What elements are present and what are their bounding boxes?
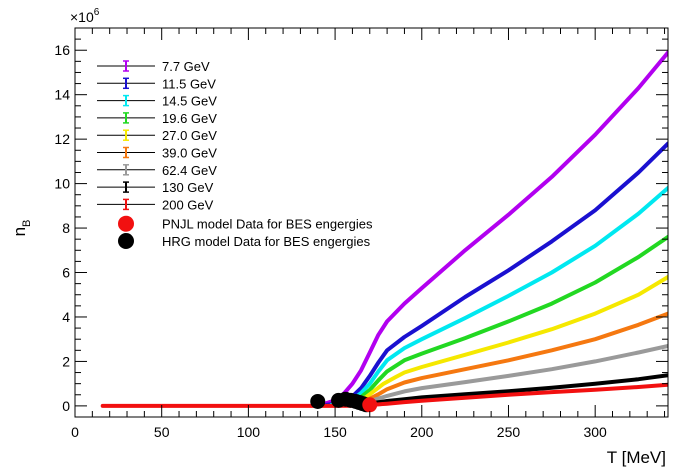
legend-marker-label-1: HRG model Data for BES engergies xyxy=(162,234,371,249)
series-line-8 xyxy=(100,382,668,408)
x-tick-label-6: 300 xyxy=(583,424,607,440)
y-axis-multiplier: ×106 xyxy=(70,7,100,25)
y-tick-label-8: 16 xyxy=(54,42,70,58)
x-tick-label-3: 150 xyxy=(323,424,347,440)
legend-marker-1 xyxy=(118,233,134,249)
x-axis-label: T [MeV] xyxy=(607,448,666,467)
legend-label-1: 11.5 GeV xyxy=(162,76,216,91)
plot-frame xyxy=(74,27,669,418)
ticks-layer: 0 50 100 150 200 250 300 0 2 4 6 8 10 12 14 16 xyxy=(54,28,668,440)
legend-label-7: 130 GeV xyxy=(162,180,214,195)
y-axis-label-subscript: B xyxy=(21,220,33,227)
y-tick-label-2: 4 xyxy=(62,309,70,325)
legend-label-2: 14.5 GeV xyxy=(162,94,217,109)
marker-0-point-0 xyxy=(362,397,378,413)
x-tick-label-1: 50 xyxy=(154,424,170,440)
legend-label-8: 200 GeV xyxy=(162,197,214,212)
y-axis-multiplier-exponent: 6 xyxy=(94,7,100,18)
x-tick-label-0: 0 xyxy=(71,424,79,440)
x-tick-label-2: 100 xyxy=(237,424,261,440)
y-tick-label-4: 8 xyxy=(62,220,70,236)
y-tick-label-5: 10 xyxy=(54,176,70,192)
legend-label-6: 62.4 GeV xyxy=(162,163,217,178)
y-tick-label-7: 14 xyxy=(54,87,70,103)
legend: 7.7 GeV 11.5 GeV 14.5 GeV 19.6 GeV 27.0 GeV 3… xyxy=(97,59,373,249)
legend-marker-0 xyxy=(118,215,134,232)
y-tick-label-1: 2 xyxy=(62,353,70,369)
y-tick-label-0: 0 xyxy=(62,398,70,414)
x-tick-label-5: 250 xyxy=(497,424,521,440)
y-axis-label-main: n xyxy=(10,227,29,236)
legend-label-4: 27.0 GeV xyxy=(162,128,217,143)
y-tick-label-3: 6 xyxy=(62,265,70,281)
y-tick-label-6: 12 xyxy=(54,131,70,147)
x-tick-label-4: 200 xyxy=(410,424,434,440)
y-axis-label: nB xyxy=(10,220,33,237)
y-axis-multiplier-base: ×10 xyxy=(70,9,94,25)
legend-label-3: 19.6 GeV xyxy=(162,111,217,126)
marker-layer xyxy=(310,391,378,413)
plot-area xyxy=(100,50,668,413)
legend-label-0: 7.7 GeV xyxy=(162,59,210,74)
legend-label-5: 39.0 GeV xyxy=(162,146,217,161)
marker-1-point-0 xyxy=(310,393,326,409)
legend-marker-label-0: PNJL model Data for BES engergies xyxy=(162,217,373,232)
